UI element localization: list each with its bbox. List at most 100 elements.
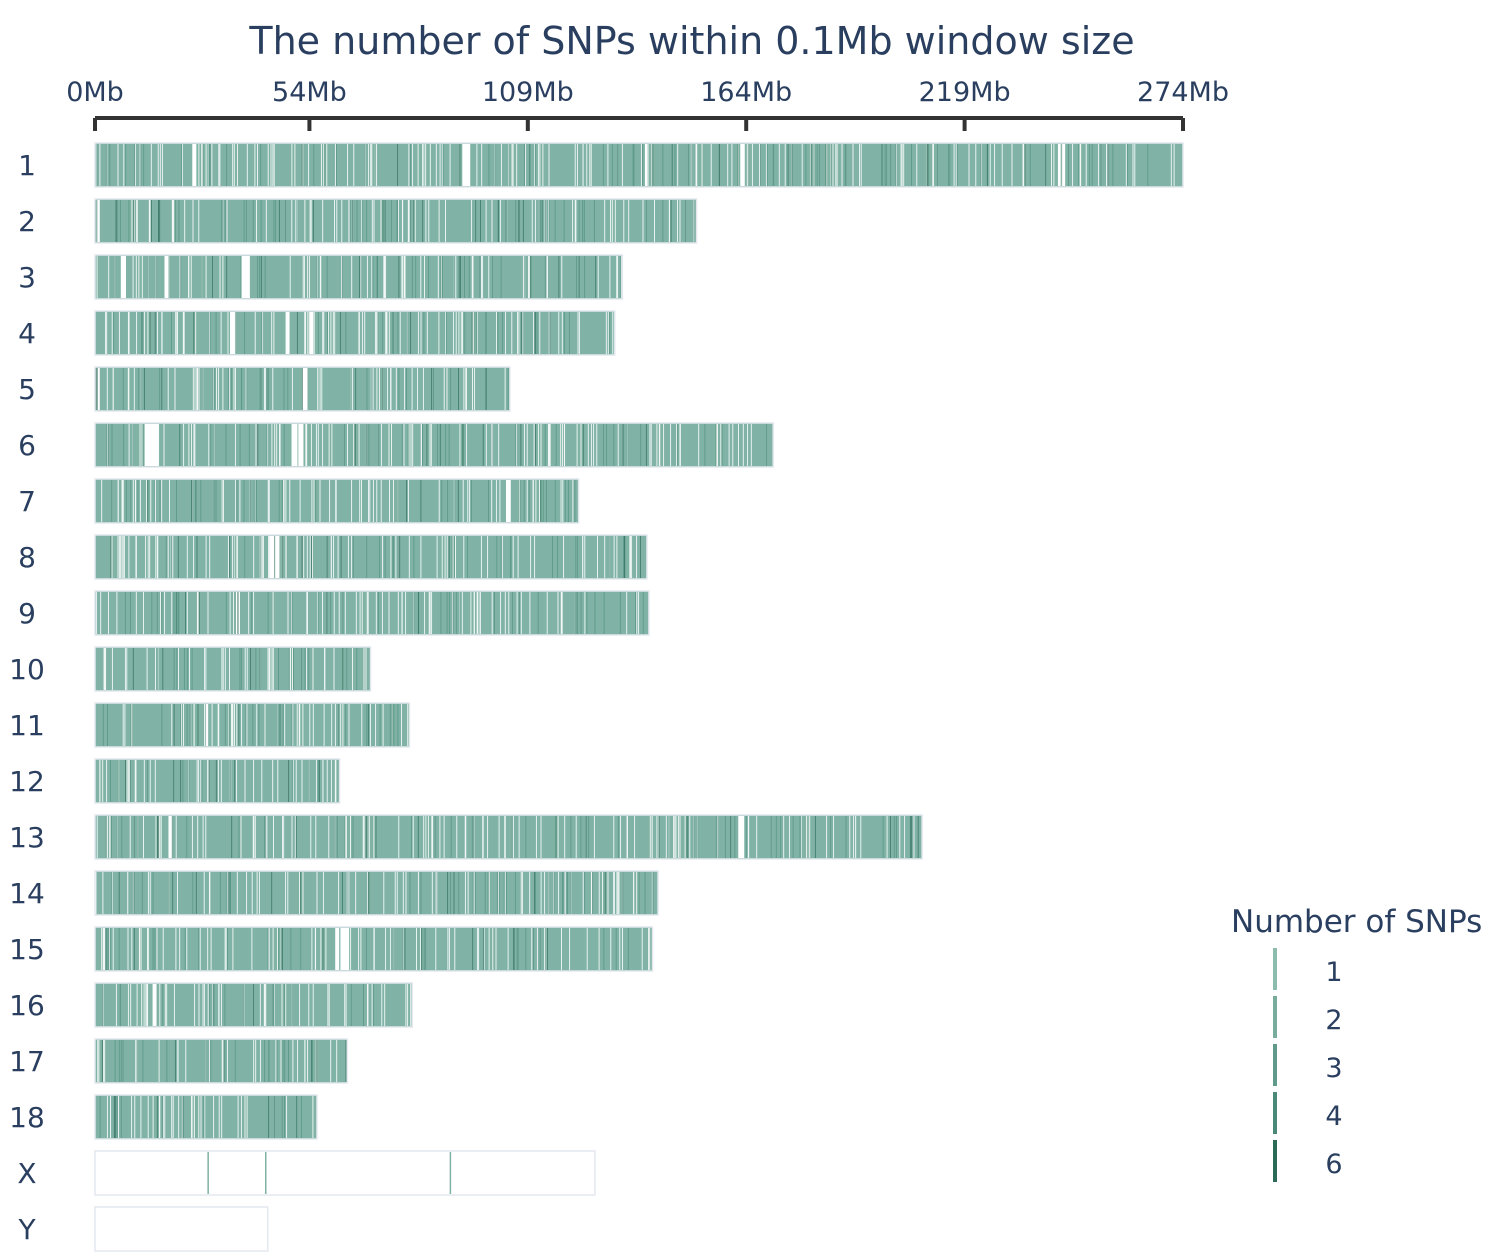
chromosome-bar <box>94 534 648 580</box>
chromosome-bar <box>94 702 411 748</box>
snp-densest-windows <box>175 592 420 634</box>
chromosome-bar <box>94 646 372 692</box>
chromosome-label: 8 <box>18 541 36 574</box>
chromosome-label: 3 <box>18 261 36 294</box>
chromosome-label: 4 <box>18 317 36 350</box>
chromosome-row-15: 15 <box>9 926 654 972</box>
snp-sparse-windows <box>97 1040 338 1082</box>
snp-dense-windows <box>122 368 509 410</box>
legend-label: 2 <box>1325 1005 1342 1036</box>
chromosome-row-17: 17 <box>9 1038 348 1084</box>
legend-label: 1 <box>1325 957 1342 988</box>
chromosome-row-12: 12 <box>9 758 341 804</box>
snp-densest-windows <box>173 704 369 746</box>
chromosome-label: 7 <box>18 485 36 518</box>
snp-dense-windows <box>102 984 375 1026</box>
chromosome-bar <box>94 198 698 244</box>
snp-free-gap <box>192 144 197 186</box>
snp-densest-windows <box>147 480 542 522</box>
snp-densest-windows <box>133 928 548 970</box>
chromosome-row-2: 2 <box>18 198 698 244</box>
snp-dense-windows <box>99 1096 303 1138</box>
chromosome-label: 1 <box>18 149 36 182</box>
legend-swatch <box>1273 1044 1277 1086</box>
snp-free-gap <box>335 928 340 970</box>
legend-label: 4 <box>1325 1101 1342 1132</box>
x-tick-label: 0Mb <box>66 77 124 108</box>
snp-dense-windows <box>105 928 629 970</box>
snp-free-gap <box>285 312 290 354</box>
snp-free-gap <box>96 200 100 242</box>
chromosome-label: 10 <box>9 653 45 686</box>
x-axis: 0Mb 54Mb 109Mb 164Mb 219Mb 274Mb <box>66 77 1229 131</box>
snp-densest-windows <box>101 1040 347 1082</box>
chromosome-bar <box>94 422 774 468</box>
chromosome-row-3: 3 <box>18 254 624 300</box>
chromosome-label: 6 <box>18 429 36 462</box>
snp-sparse-windows <box>101 480 574 522</box>
chromosome-bar <box>94 758 341 804</box>
chromosome-row-5: 5 <box>18 366 511 412</box>
snp-dense-windows <box>102 704 399 746</box>
chromosome-bar <box>94 310 616 356</box>
chart-title: The number of SNPs within 0.1Mb window s… <box>248 19 1134 63</box>
snp-densest-windows <box>113 1096 298 1138</box>
chromosome-bar <box>94 814 923 860</box>
chromosome-label: 17 <box>9 1045 45 1078</box>
snp-densest-windows <box>95 368 487 410</box>
legend-swatch <box>1273 1140 1277 1182</box>
snp-densest-windows <box>212 256 597 298</box>
snp-dense-windows <box>111 480 576 522</box>
chromosome-label: 11 <box>9 709 45 742</box>
snp-free-gap <box>96 368 100 410</box>
chromosome-row-9: 9 <box>18 590 650 636</box>
chromosome-label: Y <box>17 1213 36 1246</box>
snp-sparse-windows <box>105 312 614 354</box>
chromosome-label: 9 <box>18 597 36 630</box>
snp-densest-windows <box>116 200 672 242</box>
snp-free-gap <box>301 368 308 410</box>
chromosome-bar <box>94 142 1184 188</box>
legend-swatch <box>1273 996 1277 1038</box>
chromosome-row-13: 13 <box>9 814 923 860</box>
legend-swatch <box>1273 948 1277 990</box>
chromosome-row-8: 8 <box>18 534 648 580</box>
chromosome-label: X <box>17 1157 36 1190</box>
legend-swatch <box>1273 1092 1277 1134</box>
snp-dense-windows <box>156 648 358 690</box>
snp-sparse-windows <box>101 928 651 970</box>
snp-densest-windows <box>156 816 919 858</box>
chromosome-bar <box>94 478 580 524</box>
chromosome-row-16: 16 <box>9 982 414 1028</box>
snp-sparse-windows <box>99 760 337 802</box>
snp-densest-windows <box>301 144 1110 186</box>
x-tick-label: 274Mb <box>1137 77 1229 108</box>
chromosome-bar <box>94 1038 348 1084</box>
snp-free-gap <box>120 256 126 298</box>
snp-free-gap <box>230 312 236 354</box>
chromosome-row-1: 1 <box>18 142 1184 188</box>
snp-densest-windows <box>118 872 624 914</box>
x-tick-label: 54Mb <box>272 77 347 108</box>
chromosome-label: 18 <box>9 1101 45 1134</box>
chromosome-row-18: 18 <box>9 1094 318 1140</box>
chromosome-row-6: 6 <box>18 422 774 468</box>
snp-dense-windows <box>111 872 654 914</box>
snp-sparse-windows <box>106 368 506 410</box>
chromosome-bar <box>94 1094 318 1140</box>
snp-dense-windows <box>114 1040 318 1082</box>
chromosome-label: 14 <box>9 877 45 910</box>
snp-dense-windows <box>113 312 611 354</box>
snp-densest-windows <box>132 648 344 690</box>
snp-free-gap <box>307 312 314 354</box>
chromosome-row-14: 14 <box>9 870 659 916</box>
snp-free-gap <box>644 144 649 186</box>
snp-free-gap <box>152 984 157 1026</box>
snp-sparse-windows <box>103 648 367 690</box>
chromosome-label: 2 <box>18 205 36 238</box>
chromosome-label: 16 <box>9 989 45 1022</box>
snp-free-gap <box>164 256 169 298</box>
snp-dense-windows <box>165 536 626 578</box>
chromosome-label: 13 <box>9 821 45 854</box>
